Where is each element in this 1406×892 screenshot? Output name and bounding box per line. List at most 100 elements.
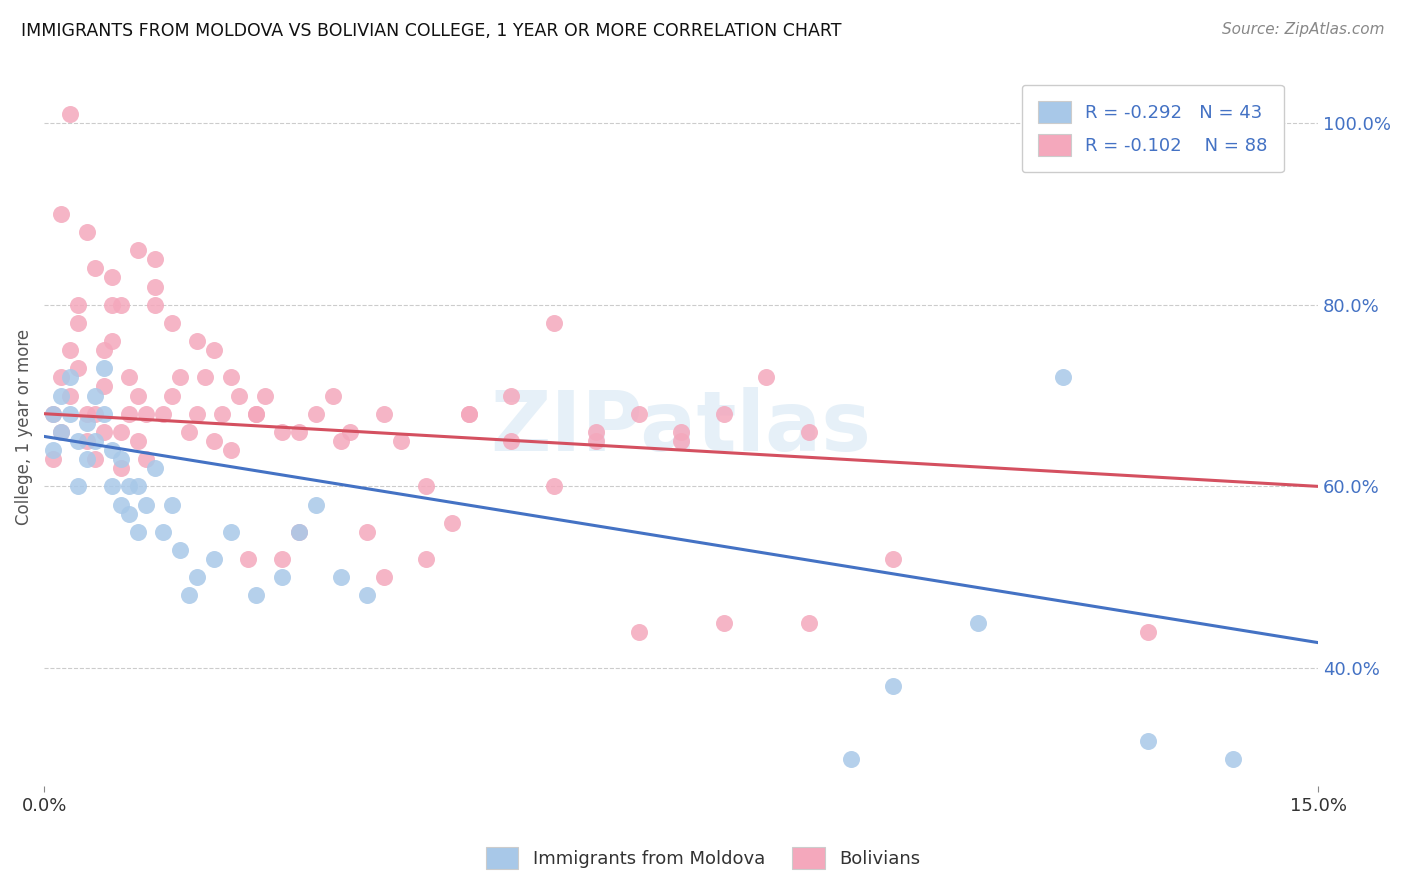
Point — [135, 407, 157, 421]
Point — [76, 452, 98, 467]
Point — [305, 407, 328, 421]
Point — [305, 498, 328, 512]
Point — [1222, 752, 1244, 766]
Point — [202, 552, 225, 566]
Point — [245, 407, 267, 421]
Point — [1137, 733, 1160, 747]
Point — [101, 298, 124, 312]
Point — [49, 370, 72, 384]
Point — [101, 334, 124, 348]
Point — [58, 407, 80, 421]
Point — [127, 243, 149, 257]
Y-axis label: College, 1 year or more: College, 1 year or more — [15, 329, 32, 525]
Point — [228, 388, 250, 402]
Point — [389, 434, 412, 448]
Point — [118, 479, 141, 493]
Point — [288, 425, 311, 439]
Point — [58, 370, 80, 384]
Point — [160, 316, 183, 330]
Point — [415, 552, 437, 566]
Point — [415, 479, 437, 493]
Point — [967, 615, 990, 630]
Point — [67, 361, 90, 376]
Point — [110, 425, 132, 439]
Point — [755, 370, 778, 384]
Point — [440, 516, 463, 530]
Point — [67, 479, 90, 493]
Point — [143, 298, 166, 312]
Point — [271, 552, 294, 566]
Point — [152, 524, 174, 539]
Point — [84, 434, 107, 448]
Point — [457, 407, 479, 421]
Point — [186, 407, 208, 421]
Point — [110, 452, 132, 467]
Point — [93, 425, 115, 439]
Point — [202, 343, 225, 358]
Point — [127, 524, 149, 539]
Point — [84, 388, 107, 402]
Point — [245, 407, 267, 421]
Point — [49, 425, 72, 439]
Point — [93, 361, 115, 376]
Point — [76, 407, 98, 421]
Point — [93, 379, 115, 393]
Point — [330, 434, 353, 448]
Point — [356, 524, 378, 539]
Point — [713, 407, 735, 421]
Point — [669, 425, 692, 439]
Text: Source: ZipAtlas.com: Source: ZipAtlas.com — [1222, 22, 1385, 37]
Point — [169, 543, 191, 558]
Point — [330, 570, 353, 584]
Point — [101, 270, 124, 285]
Point — [118, 370, 141, 384]
Point — [585, 425, 607, 439]
Point — [76, 416, 98, 430]
Point — [1052, 370, 1074, 384]
Point — [797, 615, 820, 630]
Point — [41, 452, 63, 467]
Point — [288, 524, 311, 539]
Point — [585, 434, 607, 448]
Point — [543, 479, 565, 493]
Point — [101, 443, 124, 458]
Point — [882, 552, 904, 566]
Point — [373, 570, 395, 584]
Point — [186, 570, 208, 584]
Point — [271, 570, 294, 584]
Point — [169, 370, 191, 384]
Point — [135, 498, 157, 512]
Point — [110, 461, 132, 475]
Point — [339, 425, 361, 439]
Point — [219, 524, 242, 539]
Point — [501, 434, 523, 448]
Point — [253, 388, 276, 402]
Text: ZIPatlas: ZIPatlas — [491, 387, 872, 467]
Point — [839, 752, 862, 766]
Legend: R = -0.292   N = 43, R = -0.102    N = 88: R = -0.292 N = 43, R = -0.102 N = 88 — [1022, 85, 1284, 172]
Point — [84, 407, 107, 421]
Point — [160, 498, 183, 512]
Point — [49, 388, 72, 402]
Point — [177, 588, 200, 602]
Point — [58, 107, 80, 121]
Point — [202, 434, 225, 448]
Point — [373, 407, 395, 421]
Point — [76, 434, 98, 448]
Point — [543, 316, 565, 330]
Point — [356, 588, 378, 602]
Point — [245, 588, 267, 602]
Point — [160, 388, 183, 402]
Point — [58, 388, 80, 402]
Point — [194, 370, 217, 384]
Point — [58, 343, 80, 358]
Point — [135, 452, 157, 467]
Point — [118, 407, 141, 421]
Point — [797, 425, 820, 439]
Point — [457, 407, 479, 421]
Point — [41, 443, 63, 458]
Point — [41, 407, 63, 421]
Legend: Immigrants from Moldova, Bolivians: Immigrants from Moldova, Bolivians — [477, 838, 929, 879]
Point — [93, 343, 115, 358]
Point — [322, 388, 344, 402]
